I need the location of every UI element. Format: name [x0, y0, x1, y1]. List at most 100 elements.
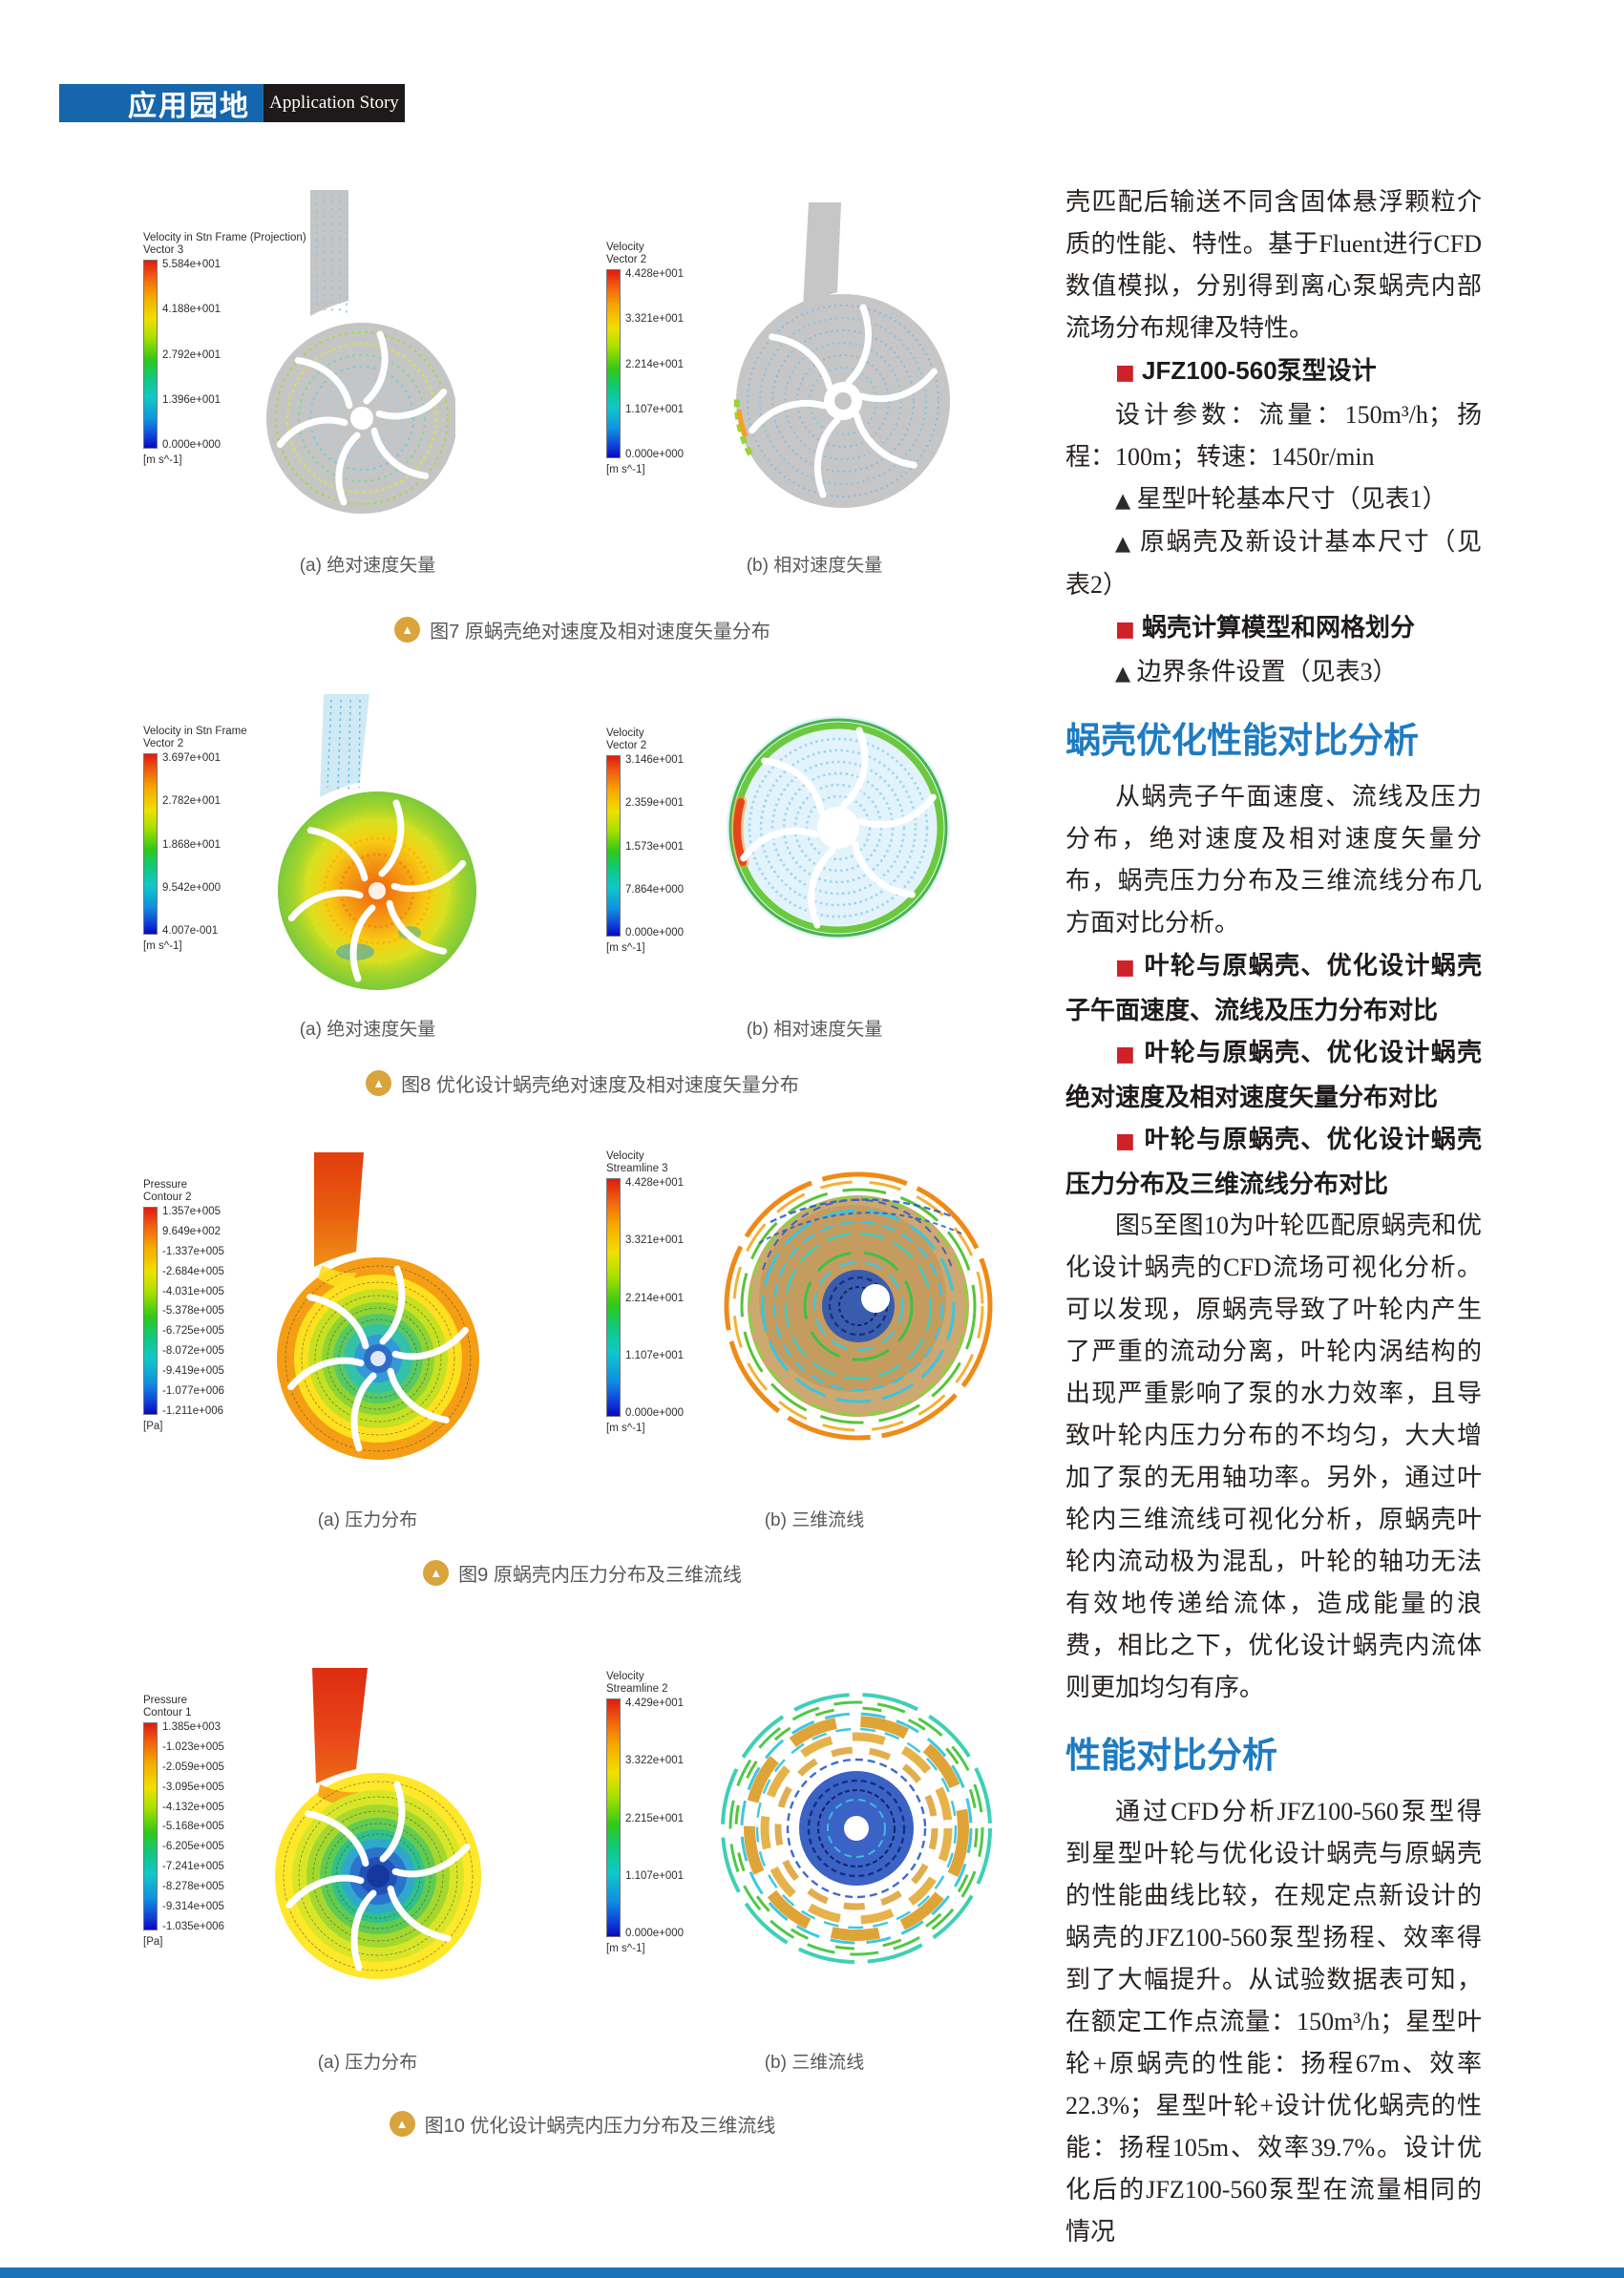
- square-bullet-icon: ■: [1115, 1043, 1137, 1066]
- legend-unit: [m s^-1]: [606, 1943, 645, 1954]
- list-item-text: 叶轮与原蜗壳、优化设计蜗壳压力分布及三维流线分布对比: [1065, 1125, 1482, 1198]
- panel-caption: (a) 绝对速度矢量: [299, 1020, 436, 1040]
- colorbar-legend: Velocity Vector 2 3.146e+001 2.359e+001 1…: [606, 728, 685, 954]
- legend-unit: [m s^-1]: [606, 1423, 645, 1434]
- list-item-volute-size: ▲ 原蜗壳及新设计基本尺寸（见表2）: [1065, 521, 1482, 606]
- colorbar-legend: Pressure Contour 2 1.357e+005 9.649e+002 …: [143, 1179, 224, 1432]
- section-badge-en: Application Story: [264, 84, 405, 122]
- paragraph-design-params: 设计参数：流量：150m³/h；扬程：100m；转速：1450r/min: [1065, 401, 1482, 471]
- figure-title-text: 图7 原蜗壳绝对速度及相对速度矢量分布: [430, 622, 770, 643]
- colorbar-legend: Velocity in Stn Frame Vector 2 3.697e+001…: [143, 726, 247, 952]
- colorbar: [143, 1207, 158, 1415]
- colorbar: [143, 753, 158, 935]
- panel-caption: (b) 三维流线: [764, 1510, 865, 1530]
- colorbar-legend: Velocity Streamline 2 4.429e+001 3.322e+0…: [606, 1671, 685, 1954]
- volute-vector-plot: [266, 190, 455, 514]
- panel-caption: (b) 相对速度矢量: [746, 1020, 883, 1040]
- section-heading-optimization: 蜗壳优化性能对比分析: [1065, 721, 1419, 760]
- figure-8: Velocity in Stn Frame Vector 2 3.697e+001…: [91, 687, 1007, 1131]
- colorbar: [606, 755, 621, 937]
- list-item-impeller-size: ▲ 星型叶轮基本尺寸（见表1）: [1065, 478, 1482, 521]
- colorbar-legend: Velocity in Stn Frame (Projection) Vector…: [143, 232, 306, 466]
- volute-pressure-plot: [277, 1152, 479, 1460]
- legend-title: Velocity in Stn Frame: [143, 726, 247, 737]
- legend-title: Pressure: [143, 1695, 188, 1706]
- triangle-bullet-icon: ▲: [1115, 532, 1132, 555]
- list-item-boundary: ▲ 边界条件设置（见表3）: [1065, 651, 1482, 694]
- figure-title: ▲ 图9 原蜗壳内压力分布及三维流线: [124, 1559, 1041, 1587]
- figure-marker-icon: ▲: [389, 2111, 415, 2137]
- legend-subtitle: Vector 3: [143, 244, 184, 256]
- figure-marker-icon: ▲: [423, 1560, 450, 1586]
- colorbar: [606, 1698, 621, 1937]
- impeller-vector-plot: [727, 716, 950, 939]
- figure-9: Pressure Contour 2 1.357e+005 9.649e+002 …: [91, 1150, 1007, 1618]
- legend-subtitle: Vector 2: [606, 254, 647, 265]
- list-item-text: 叶轮与原蜗壳、优化设计蜗壳绝对速度及相对速度矢量分布对比: [1065, 1038, 1482, 1111]
- impeller-vector-plot: [278, 694, 476, 990]
- colorbar: [143, 260, 158, 449]
- list-item-compare-1: ■ 叶轮与原蜗壳、优化设计蜗壳子午面速度、流线及压力分布对比: [1065, 944, 1482, 1031]
- legend-unit: [Pa]: [143, 1936, 163, 1948]
- figure-7: Velocity in Stn Frame (Projection) Vector…: [91, 186, 1007, 668]
- list-item-text: JFZ100-560泵型设计: [1142, 356, 1377, 385]
- paragraph: 图5至图10为叶轮匹配原蜗壳和优化设计蜗壳的CFD流场可视化分析。可以发现，原蜗…: [1065, 1212, 1482, 1701]
- list-item-pump-design: ■ JFZ100-560泵型设计: [1065, 349, 1482, 394]
- square-bullet-icon: ■: [1115, 956, 1137, 980]
- list-item-text: 蜗壳计算模型和网格划分: [1142, 613, 1416, 642]
- figure-title: ▲ 图10 优化设计蜗壳内压力分布及三维流线: [124, 2110, 1041, 2138]
- legend-subtitle: Vector 2: [606, 740, 647, 751]
- legend-title: Velocity in Stn Frame (Projection): [143, 232, 306, 243]
- footer-accent-bar: [0, 2267, 1624, 2278]
- legend-subtitle: Vector 2: [143, 738, 184, 749]
- section-heading-performance: 性能对比分析: [1065, 1736, 1277, 1775]
- figure-marker-icon: ▲: [394, 617, 421, 643]
- legend-subtitle: Streamline 2: [606, 1683, 668, 1695]
- legend-title: Velocity: [606, 242, 644, 253]
- figure-title-text: 图10 优化设计蜗壳内压力分布及三维流线: [424, 2116, 776, 2137]
- triangle-bullet-icon: ▲: [1115, 662, 1131, 685]
- list-item-compare-3: ■ 叶轮与原蜗壳、优化设计蜗壳压力分布及三维流线分布对比: [1065, 1118, 1482, 1205]
- panel-caption: (b) 三维流线: [764, 2053, 865, 2073]
- section-badge-zh: 应用园地: [59, 84, 264, 122]
- panel-caption: (b) 相对速度矢量: [746, 556, 883, 576]
- figure-title: ▲ 图7 原蜗壳绝对速度及相对速度矢量分布: [124, 616, 1041, 643]
- square-bullet-icon: ■: [1115, 361, 1135, 385]
- triangle-bullet-icon: ▲: [1115, 489, 1131, 512]
- colorbar: [606, 269, 621, 458]
- panel-caption: (a) 压力分布: [317, 2053, 418, 2073]
- volute-pressure-plot: [275, 1668, 481, 1979]
- panel-caption: (a) 压力分布: [317, 1510, 418, 1530]
- colorbar-legend: Velocity Streamline 3 4.428e+001 3.321e+0…: [606, 1150, 685, 1434]
- colorbar-legend: Velocity Vector 2 4.428e+001 3.321e+001 2…: [606, 242, 685, 475]
- list-item-text: 边界条件设置（见表3）: [1136, 658, 1398, 686]
- paragraph: 从蜗壳子午面速度、流线及压力分布，绝对速度及相对速度矢量分布，蜗壳压力分布及三维…: [1065, 783, 1482, 937]
- paragraph: 通过CFD分析JFZ100-560泵型得到星型叶轮与优化设计蜗壳与原蜗壳的性能曲…: [1065, 1798, 1482, 2246]
- paragraph-intro: 壳匹配后输送不同含固体悬浮颗粒介质的性能、特性。基于Fluent进行CFD数值模…: [1065, 188, 1482, 342]
- figure-title: ▲ 图8 优化设计蜗壳绝对速度及相对速度矢量分布: [124, 1069, 1041, 1097]
- legend-subtitle: Streamline 3: [606, 1163, 668, 1174]
- legend-title: Velocity: [606, 1150, 644, 1162]
- figure-title-text: 图9 原蜗壳内压力分布及三维流线: [458, 1565, 742, 1586]
- page-header: 应用园地 Application Story: [59, 84, 405, 122]
- list-item-text: 原蜗壳及新设计基本尺寸（见表2）: [1065, 528, 1482, 599]
- list-item-text: 叶轮与原蜗壳、优化设计蜗壳子午面速度、流线及压力分布对比: [1065, 951, 1482, 1024]
- legend-unit: [m s^-1]: [606, 942, 645, 954]
- legend-title: Velocity: [606, 728, 644, 739]
- colorbar: [606, 1178, 621, 1417]
- colorbar-legend: Pressure Contour 1 1.385e+003 -1.023e+005…: [143, 1695, 224, 1948]
- figure-marker-icon: ▲: [366, 1070, 392, 1096]
- square-bullet-icon: ■: [1115, 1129, 1137, 1153]
- legend-unit: [m s^-1]: [606, 464, 645, 475]
- square-bullet-icon: ■: [1115, 618, 1135, 642]
- figure-title-text: 图8 优化设计蜗壳绝对速度及相对速度矢量分布: [401, 1075, 799, 1096]
- colorbar: [143, 1722, 158, 1930]
- list-item-compare-2: ■ 叶轮与原蜗壳、优化设计蜗壳绝对速度及相对速度矢量分布对比: [1065, 1031, 1482, 1118]
- article-column: 壳匹配后输送不同含固体悬浮颗粒介质的性能、特性。基于Fluent进行CFD数值模…: [1065, 181, 1482, 2253]
- legend-subtitle: Contour 2: [143, 1192, 192, 1203]
- list-item-mesh-model: ■ 蜗壳计算模型和网格划分: [1065, 606, 1482, 651]
- streamline-3d-plot: [724, 1171, 993, 1441]
- legend-subtitle: Contour 1: [143, 1707, 192, 1719]
- legend-unit: [m s^-1]: [143, 940, 182, 952]
